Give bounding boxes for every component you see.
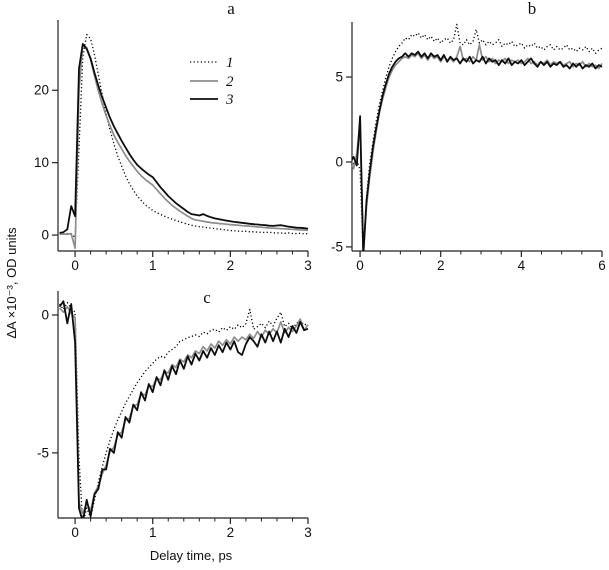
curves-b xyxy=(352,23,603,251)
series-1-curve xyxy=(352,23,603,251)
panel-a: 0 1 2 3 0 10 20 a 1 2 3 xyxy=(34,0,312,273)
x-tick-label: 4 xyxy=(518,258,526,273)
y-tick-label: 0 xyxy=(41,228,49,243)
x-tick-label: 3 xyxy=(304,258,312,273)
x-tick-label: 2 xyxy=(227,525,235,540)
panel-c: 0 1 2 3 -5 0 c xyxy=(37,288,312,540)
curves-c xyxy=(58,300,309,518)
curves-a xyxy=(59,33,309,249)
series-3-curve xyxy=(352,50,603,251)
x-tick-label: 1 xyxy=(149,258,157,273)
legend-label-1: 1 xyxy=(226,55,234,71)
x-tick-label: 6 xyxy=(598,258,606,273)
series-2-curve xyxy=(59,43,309,249)
x-tick-label: 2 xyxy=(437,258,445,273)
y-tick-label: 0 xyxy=(41,307,49,322)
x-tick-label: 3 xyxy=(304,525,312,540)
series-3-curve xyxy=(58,300,309,518)
y-tick-label: 0 xyxy=(335,154,343,169)
legend-label-2: 2 xyxy=(226,74,234,90)
series-3-curve xyxy=(59,43,309,234)
x-axis-title: Delay time, ps xyxy=(150,548,233,563)
x-tick-label: 1 xyxy=(149,525,157,540)
y-tick-label: -5 xyxy=(331,239,343,254)
panel-title-a: a xyxy=(227,0,235,18)
y-tick-label: 10 xyxy=(34,155,49,170)
legend-label-3: 3 xyxy=(225,92,234,108)
y-tick-label: 20 xyxy=(34,83,49,98)
x-tick-label: 0 xyxy=(71,525,79,540)
panel-title-b: b xyxy=(528,0,537,18)
legend: 1 2 3 xyxy=(190,55,234,108)
y-tick-label: 5 xyxy=(335,70,343,85)
x-tick-label: 0 xyxy=(71,258,79,273)
y-tick-label: -5 xyxy=(37,445,49,460)
y-axis-title: ΔA ×10⁻³, OD units xyxy=(4,227,19,339)
x-tick-label: 2 xyxy=(227,258,235,273)
x-tick-label: 0 xyxy=(356,258,364,273)
panel-title-c: c xyxy=(203,288,211,307)
panel-b: 0 2 4 6 -5 0 5 b xyxy=(331,0,606,273)
